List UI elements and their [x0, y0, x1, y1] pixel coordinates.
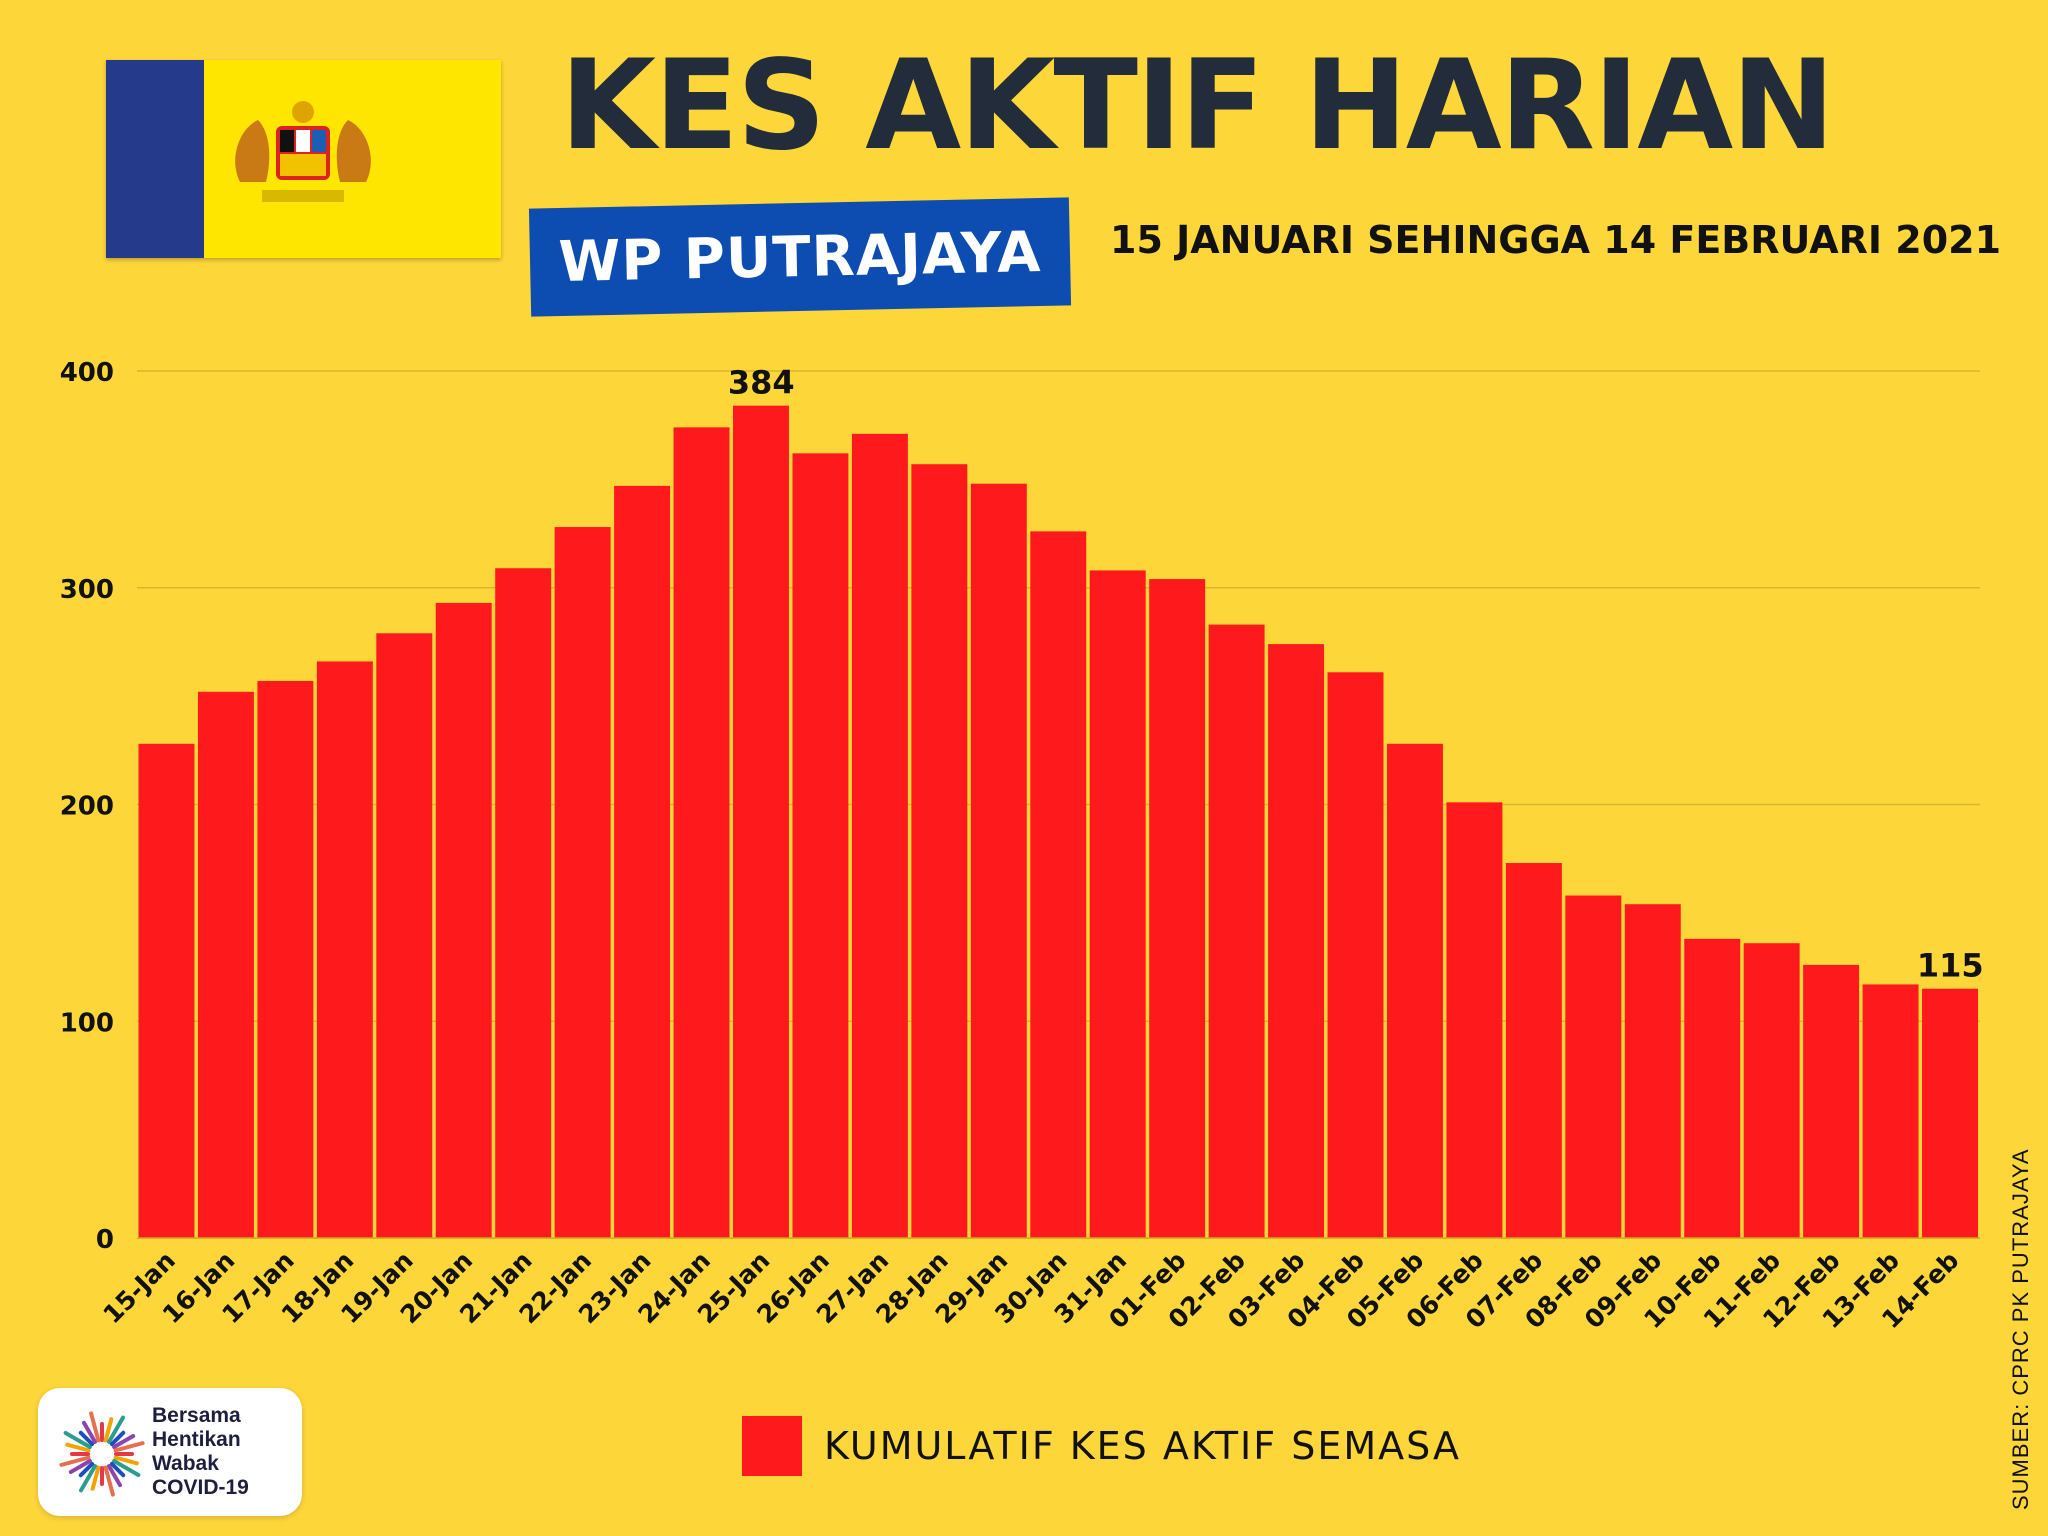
- bar: [851, 433, 908, 1238]
- bar: [554, 527, 611, 1238]
- y-tick-label: 200: [60, 792, 114, 822]
- bar: [1565, 895, 1622, 1238]
- bar: [1386, 743, 1443, 1238]
- bar: [1743, 943, 1800, 1238]
- bar: [1327, 672, 1384, 1238]
- bar: [733, 405, 789, 1238]
- coat-of-arms-icon: [235, 101, 371, 202]
- bar: [1803, 964, 1860, 1238]
- logo-line: Hentikan: [152, 1428, 241, 1451]
- bar: [970, 483, 1027, 1239]
- logo-line: Wabak: [152, 1452, 219, 1475]
- source-note: SUMBER: CPRC PK PUTRAJAYA: [2008, 1148, 2033, 1510]
- chart-legend: KUMULATIF KES AKTIF SEMASA: [742, 1414, 1461, 1478]
- putrajaya-flag-icon: [106, 60, 501, 258]
- date-range: 15 JANUARI SEHINGGA 14 FEBRUARI 2021: [1110, 218, 2002, 262]
- y-tick-label: 0: [96, 1225, 114, 1255]
- logo-line: COVID-19: [152, 1476, 249, 1499]
- starburst-logo-icon: [59, 1411, 145, 1497]
- logo-text: Bersama Hentikan Wabak COVID-19: [152, 1404, 292, 1500]
- legend-label: KUMULATIF KES AKTIF SEMASA: [824, 1424, 1461, 1468]
- bar: [1149, 579, 1206, 1238]
- flag-blue-band: [106, 60, 204, 258]
- bar: [316, 661, 373, 1238]
- bar: [257, 680, 314, 1238]
- bar: [1862, 984, 1919, 1238]
- bar: [1505, 863, 1562, 1238]
- campaign-logo: Bersama Hentikan Wabak COVID-19: [38, 1388, 302, 1516]
- y-tick-label: 100: [60, 1008, 114, 1038]
- flag-yellow-band: [204, 60, 501, 258]
- data-label: 115: [1917, 947, 1984, 985]
- logo-line: Bersama: [152, 1404, 241, 1427]
- bar: [138, 743, 195, 1238]
- bar: [911, 464, 968, 1238]
- y-tick-label: 300: [60, 575, 114, 605]
- bar: [1208, 624, 1265, 1238]
- bar: [376, 633, 433, 1238]
- bar: [1446, 802, 1503, 1238]
- bar: [1089, 570, 1146, 1238]
- bar: [1624, 904, 1681, 1238]
- bar: [614, 485, 671, 1238]
- bar: [1922, 988, 1978, 1238]
- page-title: KES AKTIF HARIAN: [560, 34, 1835, 178]
- bar: [435, 602, 492, 1238]
- bar: [673, 427, 730, 1239]
- bar: [1684, 938, 1741, 1238]
- bar: [1268, 644, 1325, 1238]
- data-label: 384: [728, 364, 795, 402]
- bar: [197, 691, 254, 1238]
- bar: [1030, 531, 1087, 1238]
- bar: [495, 568, 552, 1238]
- y-tick-label: 400: [60, 358, 114, 388]
- bar: [792, 453, 849, 1238]
- legend-swatch: [742, 1416, 802, 1476]
